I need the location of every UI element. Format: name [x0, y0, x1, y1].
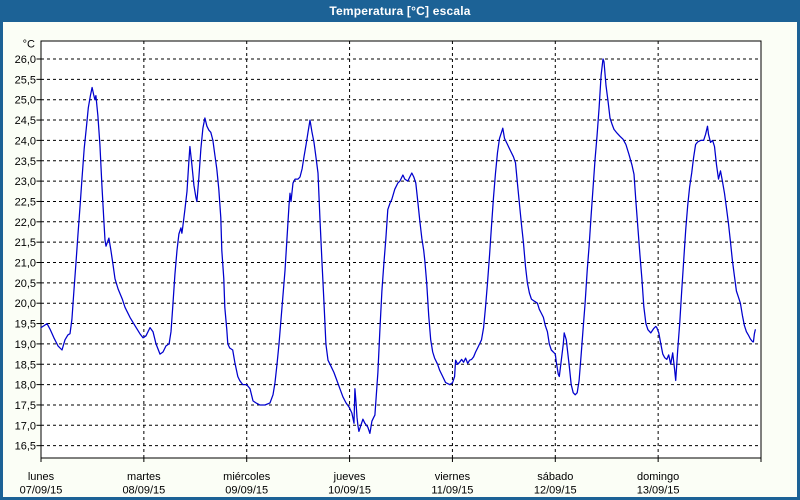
- y-tick-label: 17,5: [15, 400, 36, 412]
- y-tick-label: 25,5: [15, 74, 36, 86]
- temperature-line: [40, 58, 756, 435]
- y-tick-label: 22,5: [15, 196, 36, 208]
- y-tick-label: 20,0: [15, 298, 36, 310]
- y-tick-label: 22,0: [15, 217, 36, 229]
- x-day-label: martes: [127, 471, 161, 483]
- plot-background: [41, 41, 761, 458]
- x-day-label: domingo: [637, 471, 679, 483]
- y-tick-label: 24,0: [15, 135, 36, 147]
- x-date-label: 11/09/15: [431, 485, 473, 497]
- y-tick-label: 23,5: [15, 156, 36, 168]
- x-date-label: 09/09/15: [225, 485, 268, 497]
- plot-frame: [40, 40, 762, 459]
- chart-area: 26,0 25,5 25,0 24,5 24,0 23,5 23,0 22,5 22,0 21,5…: [3, 22, 797, 497]
- y-tick-label: 24,5: [15, 115, 36, 127]
- y-tick-label: 21,0: [15, 258, 36, 270]
- x-day-label: sábado: [537, 471, 573, 483]
- y-tick-label: 17,0: [15, 420, 36, 432]
- x-day-label: viernes: [435, 471, 471, 483]
- y-tick-label: 16,5: [15, 441, 36, 453]
- y-tick-label: 26,0: [15, 54, 36, 66]
- window-title: Temperatura [°C] escala: [329, 4, 471, 18]
- y-tick-label: 18,0: [15, 380, 36, 392]
- y-tick-label: 18,5: [15, 359, 36, 371]
- y-tick-label: 19,0: [15, 339, 36, 351]
- y-tick-label: 20,5: [15, 278, 36, 290]
- y-tick-label: 23,0: [15, 176, 36, 188]
- x-date-label: 12/09/15: [534, 485, 577, 497]
- x-date-label: 07/09/15: [20, 485, 63, 497]
- x-day-label: miércoles: [223, 471, 271, 483]
- title-bar[interactable]: Temperatura [°C] escala: [3, 3, 797, 22]
- x-date-label: 08/09/15: [122, 485, 165, 497]
- x-date-label: 13/09/15: [637, 485, 680, 497]
- temperature-chart: 26,0 25,5 25,0 24,5 24,0 23,5 23,0 22,5 22,0 21,5…: [15, 39, 762, 497]
- y-axis-unit-label: °C: [23, 39, 35, 51]
- y-tick-label: 21,5: [15, 237, 36, 249]
- x-day-label: jueves: [333, 471, 366, 483]
- x-date-label: 10/09/15: [328, 485, 371, 497]
- y-tick-label: 25,0: [15, 95, 36, 107]
- y-tick-label: 19,5: [15, 319, 36, 331]
- x-day-label: lunes: [28, 471, 55, 483]
